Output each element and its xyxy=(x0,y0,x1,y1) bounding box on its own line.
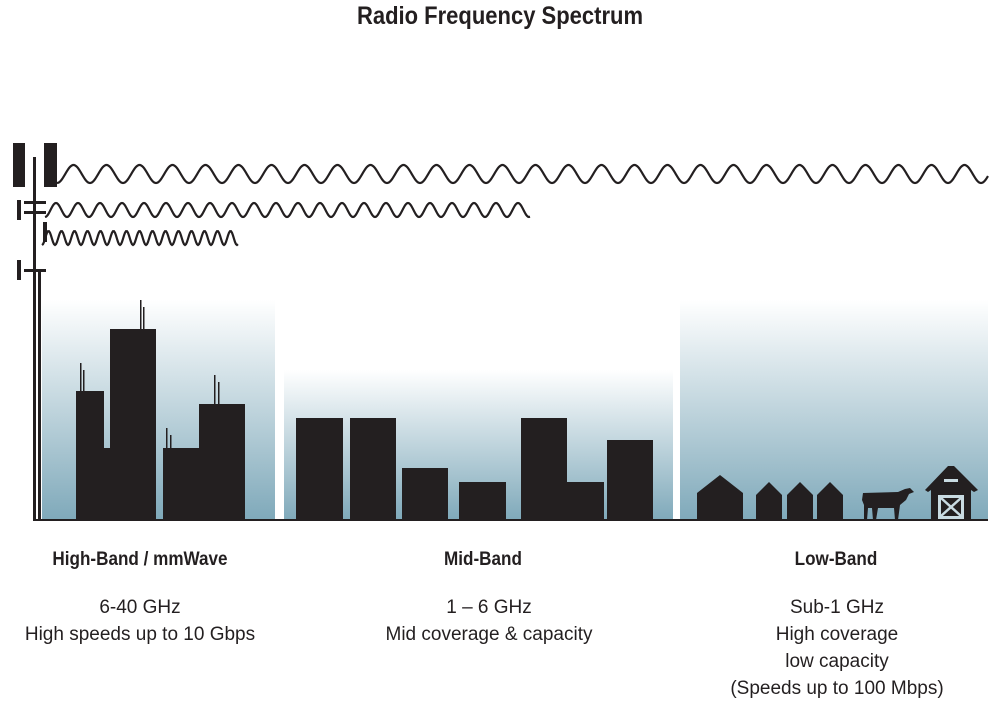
mid-band-coverage: Mid coverage & capacity xyxy=(385,624,593,645)
page-title: Radio Frequency Spectrum xyxy=(356,2,644,30)
cell-tower-icon xyxy=(13,143,57,520)
cow-icon xyxy=(862,488,914,520)
high-band-desc: 6-40 GHz High speeds up to 10 Gbps xyxy=(0,594,300,648)
low-band-label: Low-Band xyxy=(794,549,878,570)
low-band-desc: Sub-1 GHz High coverage low capacity (Speed… xyxy=(677,594,997,702)
mid-band-buildings xyxy=(296,418,653,520)
house xyxy=(817,482,843,520)
building xyxy=(459,482,506,520)
mid-band-wave xyxy=(44,201,531,219)
high-band-speed: High speeds up to 10 Gbps xyxy=(24,624,256,645)
mid-band-label: Mid-Band xyxy=(444,549,522,570)
building xyxy=(199,404,245,520)
low-band-wave xyxy=(56,163,989,185)
radio-waves xyxy=(41,163,989,247)
low-band-range: Sub-1 GHz xyxy=(790,597,884,618)
mid-band-range: 1 – 6 GHz xyxy=(446,597,532,618)
building xyxy=(402,468,448,520)
building xyxy=(163,448,200,520)
high-band-label: High-Band / mmWave xyxy=(52,549,228,570)
low-band-rural xyxy=(697,466,978,520)
high-band-wave xyxy=(41,230,239,247)
building xyxy=(607,440,653,520)
low-band-capacity: low capacity xyxy=(785,651,889,672)
house xyxy=(697,475,743,520)
high-band-range: 6-40 GHz xyxy=(99,597,181,618)
barn-icon xyxy=(925,466,978,520)
building xyxy=(110,329,156,520)
building xyxy=(521,418,567,520)
house xyxy=(787,482,813,520)
building xyxy=(296,418,343,520)
ground-line xyxy=(33,519,988,521)
low-band-coverage: High coverage xyxy=(775,624,899,645)
building xyxy=(76,391,104,520)
house xyxy=(756,482,782,520)
mid-band-desc: 1 – 6 GHz Mid coverage & capacity xyxy=(329,594,649,648)
high-band-buildings xyxy=(76,300,245,520)
building xyxy=(350,418,396,520)
low-band-speed: (Speeds up to 100 Mbps) xyxy=(730,678,944,699)
building xyxy=(567,482,604,520)
